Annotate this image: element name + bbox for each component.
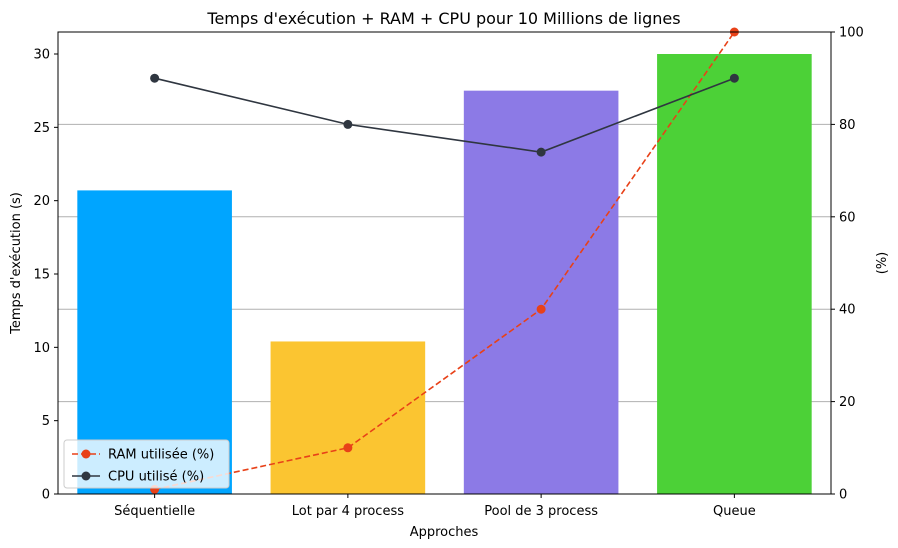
series-point bbox=[536, 304, 546, 314]
y-tick-label: 0 bbox=[42, 488, 50, 503]
x-tick-label: Séquentielle bbox=[114, 504, 195, 519]
y-tick-label: 25 bbox=[33, 121, 50, 136]
y2-axis-label: (%) bbox=[875, 252, 890, 275]
series-point bbox=[150, 73, 160, 83]
series-point bbox=[343, 443, 353, 453]
legend-marker bbox=[81, 449, 91, 459]
x-axis-label: Approches bbox=[410, 525, 479, 540]
y2-tick-label: 20 bbox=[839, 395, 856, 410]
lines bbox=[150, 27, 739, 494]
bar bbox=[657, 54, 812, 494]
y-tick-label: 15 bbox=[33, 268, 50, 283]
y-tick-label: 20 bbox=[33, 194, 50, 209]
legend-label: CPU utilisé (%) bbox=[108, 470, 204, 485]
series-point bbox=[343, 119, 353, 129]
y2-tick-label: 80 bbox=[839, 118, 856, 133]
y2-tick-label: 60 bbox=[839, 210, 856, 225]
legend-marker bbox=[81, 471, 91, 481]
series-point bbox=[536, 147, 546, 157]
series-line bbox=[154, 31, 736, 491]
legend: RAM utilisée (%) CPU utilisé (%) bbox=[63, 439, 230, 489]
legend-box bbox=[63, 439, 230, 489]
x-tick-label: Queue bbox=[713, 504, 756, 519]
bars bbox=[77, 54, 812, 495]
y-tick-label: 5 bbox=[42, 414, 50, 429]
chart-title: Temps d'exécution + RAM + CPU pour 10 Mi… bbox=[206, 9, 680, 28]
y-tick-label: 30 bbox=[33, 48, 50, 63]
x-tick-label: Pool de 3 process bbox=[484, 504, 598, 519]
y2-tick-label: 0 bbox=[839, 488, 847, 503]
y2-tick-label: 40 bbox=[839, 303, 856, 318]
y2-tick-label: 100 bbox=[839, 26, 864, 41]
y-axis-label: Temps d'exécution (s) bbox=[9, 192, 24, 335]
y-tick-label: 10 bbox=[33, 341, 50, 356]
axes-frame bbox=[57, 31, 832, 495]
series-line bbox=[154, 77, 735, 153]
legend-label: RAM utilisée (%) bbox=[108, 448, 214, 463]
series-point bbox=[729, 73, 739, 83]
bar bbox=[463, 90, 619, 495]
axes: 0 5 10 15 20 25 30 0 20 40 60 80 100 Séquentielle Lot … bbox=[33, 26, 863, 520]
x-tick-label: Lot par 4 process bbox=[292, 504, 404, 519]
bar bbox=[270, 341, 426, 494]
